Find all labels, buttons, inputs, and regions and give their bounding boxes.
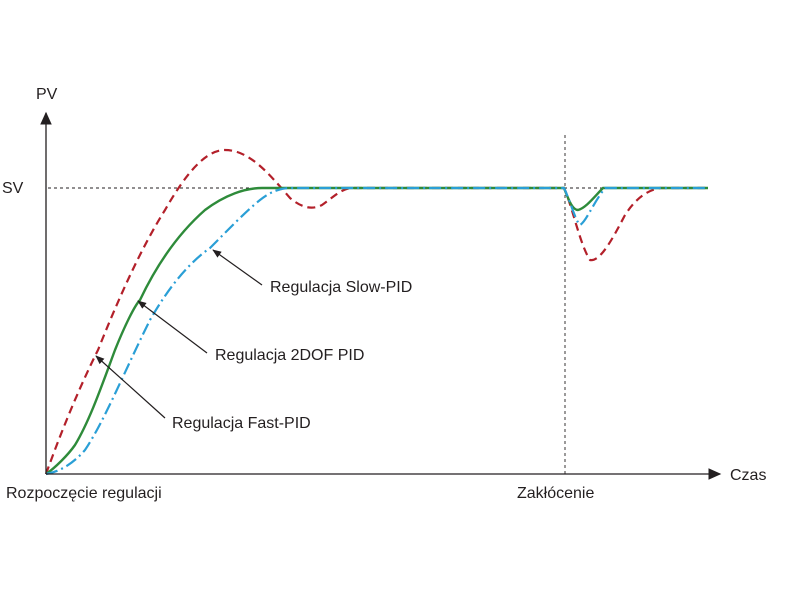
2dof-pid-annotation: Regulacja 2DOF PID [215, 347, 364, 364]
fast-pid-leader-arrow [95, 355, 166, 419]
slow-pid-curve [45, 186, 708, 476]
setpoint-label: SV [2, 180, 24, 197]
slow-pid-leader-arrow [212, 249, 263, 286]
2dof-pid-leader-arrow [137, 300, 208, 354]
disturbance-label: Zakłócenie [517, 485, 594, 502]
2dof-pid-curve [45, 186, 708, 475]
fast-pid-annotation: Regulacja Fast-PID [172, 415, 311, 432]
fast-pid-curve [44, 148, 708, 475]
y-axis-label: PV [36, 86, 58, 103]
start-label: Rozpoczęcie regulacji [6, 485, 162, 502]
x-axis-label: Czas [730, 467, 766, 484]
slow-pid-annotation: Regulacja Slow-PID [270, 279, 412, 296]
